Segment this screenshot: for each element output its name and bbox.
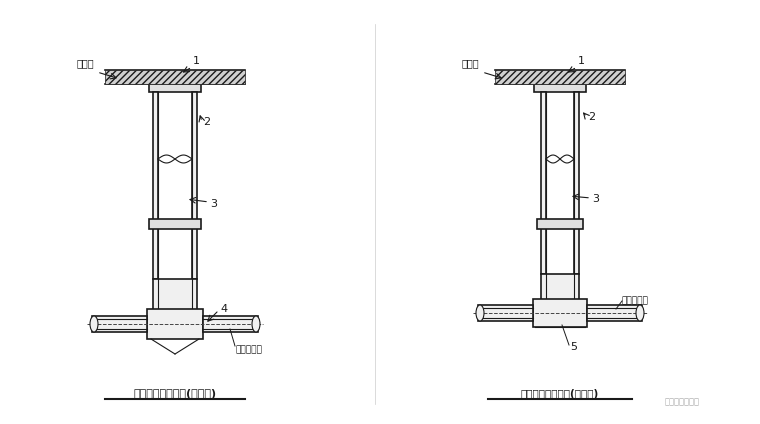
Ellipse shape — [252, 316, 260, 332]
Text: 非防护井盖检查井(无流槽): 非防护井盖检查井(无流槽) — [521, 389, 599, 399]
Text: 给水电知识平台: 给水电知识平台 — [665, 397, 700, 406]
Text: 3: 3 — [210, 199, 217, 209]
Bar — [574, 92, 579, 274]
Bar — [153, 279, 197, 319]
Bar — [587, 305, 642, 321]
Bar — [541, 274, 579, 309]
Text: 2: 2 — [588, 112, 595, 122]
Ellipse shape — [636, 305, 644, 321]
Bar — [149, 219, 201, 229]
Bar — [149, 84, 201, 92]
Text: 1: 1 — [193, 56, 200, 66]
Ellipse shape — [476, 305, 484, 321]
Bar — [92, 316, 147, 332]
Text: 4: 4 — [220, 304, 227, 314]
Bar — [192, 92, 197, 279]
Text: 埋地排水管: 埋地排水管 — [235, 346, 262, 354]
Text: 埋地排水管: 埋地排水管 — [622, 296, 649, 306]
Bar — [533, 299, 587, 327]
Text: 3: 3 — [592, 194, 599, 204]
Ellipse shape — [90, 316, 98, 332]
Text: 非防护井盖检查井(有流槽): 非防护井盖检查井(有流槽) — [134, 389, 217, 399]
Bar — [153, 92, 158, 279]
Bar — [534, 84, 586, 92]
Bar — [203, 316, 258, 332]
Bar — [495, 70, 625, 84]
Text: 5: 5 — [570, 342, 577, 352]
Text: 1: 1 — [578, 56, 585, 66]
Text: 非道路: 非道路 — [461, 58, 479, 68]
Bar — [147, 309, 203, 339]
Text: 非道路: 非道路 — [76, 58, 93, 68]
Bar — [478, 305, 533, 321]
Bar — [537, 219, 583, 229]
Bar — [105, 70, 245, 84]
Text: 2: 2 — [203, 117, 210, 127]
Bar — [541, 92, 546, 274]
